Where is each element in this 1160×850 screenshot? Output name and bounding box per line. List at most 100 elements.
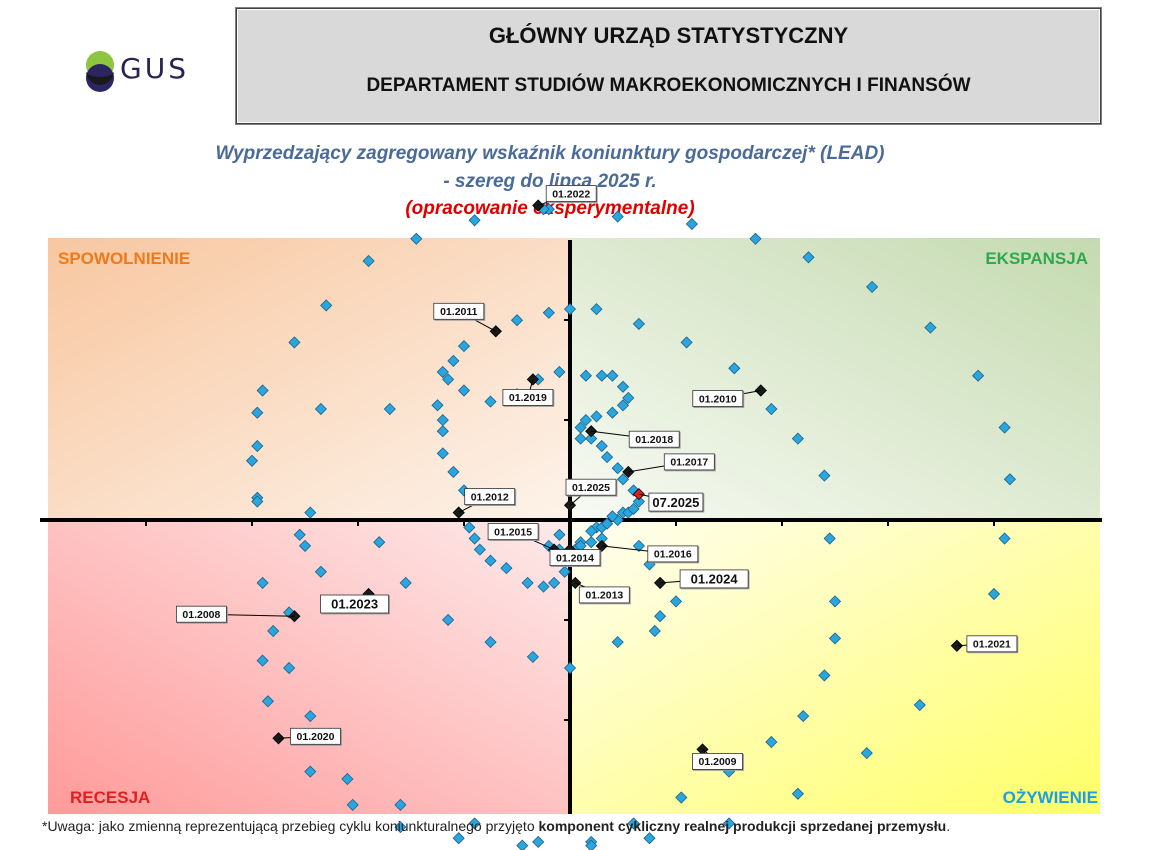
data-point xyxy=(611,636,624,649)
data-point xyxy=(998,532,1011,545)
point-label: 01.2017 xyxy=(670,457,708,469)
data-markers xyxy=(245,199,1016,850)
data-point xyxy=(632,539,645,552)
data-point xyxy=(632,495,645,508)
data-point xyxy=(304,765,317,778)
data-point xyxy=(473,543,486,556)
data-point xyxy=(574,421,587,434)
chart-title-line2: - szereg do lipca 2025 r. xyxy=(443,171,657,192)
data-point xyxy=(616,399,630,412)
data-point xyxy=(675,791,688,804)
label-box xyxy=(549,549,601,566)
data-point xyxy=(532,835,545,848)
data-point xyxy=(579,369,592,382)
point-label: 01.2010 xyxy=(699,393,737,405)
label-box xyxy=(464,488,516,506)
data-point xyxy=(452,832,465,845)
data-point xyxy=(722,817,736,830)
data-point xyxy=(484,636,497,649)
data-point xyxy=(590,303,603,316)
data-point xyxy=(553,365,566,379)
label-box xyxy=(648,492,704,512)
footnote-bold: komponent cykliczny realnej produkcji sp… xyxy=(538,818,947,834)
label-box xyxy=(692,390,744,407)
data-point xyxy=(987,587,1001,601)
label-box xyxy=(663,453,715,471)
point-label: 01.2019 xyxy=(509,392,547,404)
data-point xyxy=(579,414,592,427)
data-point xyxy=(632,317,645,330)
data-point xyxy=(828,632,842,645)
chart-title-line1: Wyprzedzający zagregowany wskaźnik koniu… xyxy=(215,143,885,164)
data-point xyxy=(373,536,386,549)
data-point xyxy=(256,576,269,589)
data-point xyxy=(590,410,603,423)
footnote: *Uwaga: jako zmienną reprezentującą prze… xyxy=(42,818,950,834)
data-point xyxy=(256,384,269,397)
quadrant-label-spowolnienie: SPOWOLNIENIE xyxy=(58,249,190,268)
point-label: 01.2008 xyxy=(182,609,220,621)
data-point xyxy=(442,613,455,626)
label-box xyxy=(320,594,390,614)
data-point xyxy=(924,321,937,334)
data-point xyxy=(823,532,836,545)
data-point xyxy=(616,380,630,393)
data-point xyxy=(818,669,831,682)
data-point xyxy=(500,562,513,575)
data-point xyxy=(585,536,598,549)
footnote-end: . xyxy=(946,818,951,834)
data-point xyxy=(563,661,577,675)
quadrant-label-recesja: RECESJA xyxy=(70,788,150,807)
point-label: 01.2014 xyxy=(556,552,594,564)
point-label: 01.2013 xyxy=(585,590,623,602)
label-box xyxy=(628,430,680,448)
data-point xyxy=(563,303,577,316)
point-label: 01.2022 xyxy=(552,188,590,200)
point-label: 01.2016 xyxy=(654,549,692,561)
data-point xyxy=(574,432,587,445)
data-point xyxy=(585,432,598,445)
data-point xyxy=(791,787,804,800)
data-point xyxy=(251,406,264,419)
quadrant-label-ozywienie: OŻYWIENIE xyxy=(1003,788,1098,807)
data-point xyxy=(436,447,449,460)
point-label: 01.2011 xyxy=(440,306,478,318)
data-point xyxy=(468,532,481,545)
data-point xyxy=(383,402,396,416)
data-point xyxy=(457,384,471,397)
data-point xyxy=(669,595,683,608)
data-point xyxy=(251,495,264,508)
data-point xyxy=(267,624,280,638)
point-label: 01.2012 xyxy=(471,491,509,503)
label-box xyxy=(647,545,699,563)
data-point xyxy=(521,576,534,589)
label-box xyxy=(290,727,341,745)
data-point xyxy=(553,528,566,541)
data-point xyxy=(251,439,264,453)
data-point xyxy=(542,306,555,319)
label-box xyxy=(545,185,597,202)
data-point xyxy=(611,462,624,475)
data-point xyxy=(616,473,630,486)
point-label: 01.2020 xyxy=(297,731,335,743)
header-title: GŁÓWNY URZĄD STATYSTYCZNY xyxy=(488,23,849,48)
point-label: 01.2025 xyxy=(572,482,610,494)
data-point xyxy=(797,710,810,723)
quadrant-recesja-bg xyxy=(48,520,570,814)
data-point xyxy=(866,280,879,293)
data-point xyxy=(537,580,550,593)
data-point xyxy=(913,698,926,712)
data-point xyxy=(447,465,460,478)
header-subtitle: DEPARTAMENT STUDIÓW MAKROEKONOMICZNYCH I… xyxy=(366,75,971,96)
point-labels: 01.2022 01.2011 01.2019 01.2010 01.2018 01.20… xyxy=(175,185,1018,770)
data-point xyxy=(595,369,608,382)
data-point xyxy=(601,451,614,464)
data-point xyxy=(346,798,359,811)
data-point xyxy=(601,517,614,530)
data-point xyxy=(256,654,269,667)
data-point xyxy=(410,232,423,245)
data-point xyxy=(516,839,529,850)
data-point xyxy=(510,314,524,327)
data-point xyxy=(457,340,471,353)
data-point xyxy=(245,454,259,467)
